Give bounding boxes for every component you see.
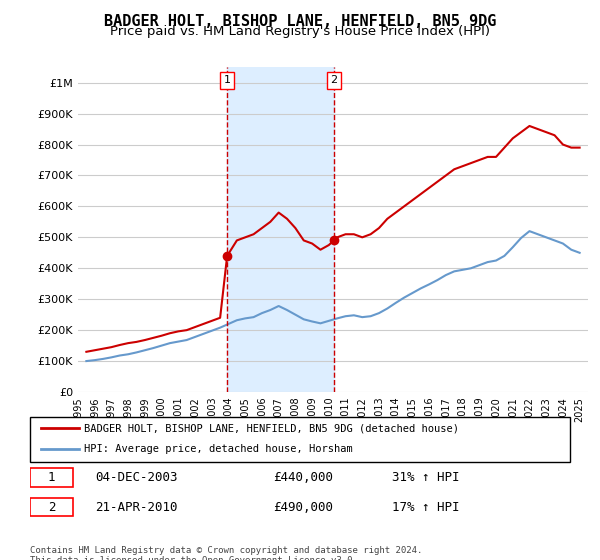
Bar [227, 67, 334, 392]
Text: 04-DEC-2003: 04-DEC-2003 [95, 472, 178, 484]
Text: 17% ↑ HPI: 17% ↑ HPI [392, 501, 460, 514]
Text: £440,000: £440,000 [273, 472, 333, 484]
Text: £490,000: £490,000 [273, 501, 333, 514]
FancyBboxPatch shape [30, 498, 73, 516]
Text: Price paid vs. HM Land Registry's House Price Index (HPI): Price paid vs. HM Land Registry's House … [110, 25, 490, 38]
FancyBboxPatch shape [30, 417, 570, 462]
Text: 31% ↑ HPI: 31% ↑ HPI [392, 472, 460, 484]
Text: 1: 1 [48, 472, 55, 484]
FancyBboxPatch shape [30, 468, 73, 487]
Text: 2: 2 [330, 75, 337, 85]
Text: Contains HM Land Registry data © Crown copyright and database right 2024.
This d: Contains HM Land Registry data © Crown c… [30, 546, 422, 560]
Text: 21-APR-2010: 21-APR-2010 [95, 501, 178, 514]
Text: HPI: Average price, detached house, Horsham: HPI: Average price, detached house, Hors… [84, 445, 353, 455]
Text: 1: 1 [224, 75, 230, 85]
Text: BADGER HOLT, BISHOP LANE, HENFIELD, BN5 9DG: BADGER HOLT, BISHOP LANE, HENFIELD, BN5 … [104, 14, 496, 29]
Text: 2: 2 [48, 501, 55, 514]
Text: BADGER HOLT, BISHOP LANE, HENFIELD, BN5 9DG (detached house): BADGER HOLT, BISHOP LANE, HENFIELD, BN5 … [84, 423, 459, 433]
